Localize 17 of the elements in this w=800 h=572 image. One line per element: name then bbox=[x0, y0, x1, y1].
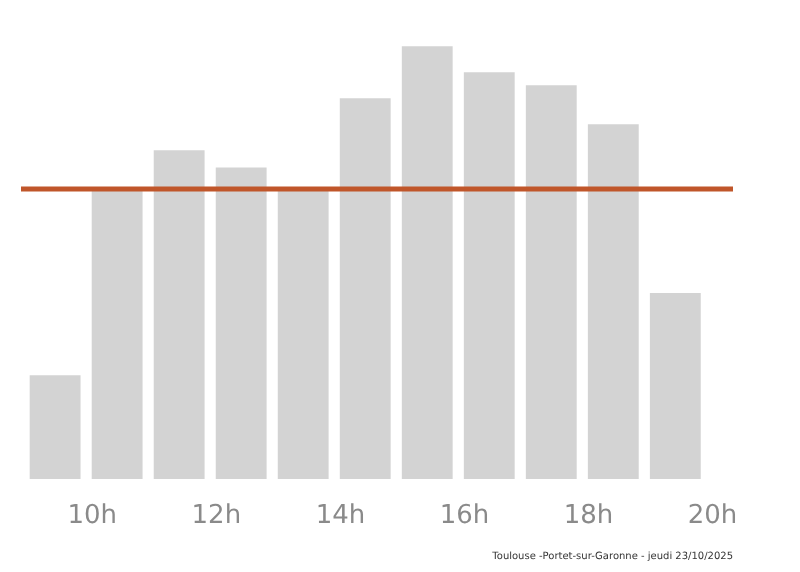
x-tick-label: 14h bbox=[315, 501, 366, 531]
bar bbox=[91, 189, 143, 479]
bar bbox=[649, 292, 701, 479]
x-tick-label: 16h bbox=[439, 501, 490, 531]
bar bbox=[215, 167, 267, 479]
bar bbox=[339, 98, 391, 479]
x-tick-label: 10h bbox=[67, 501, 118, 531]
bar bbox=[401, 46, 453, 479]
bar bbox=[153, 150, 205, 479]
x-tick-label: 12h bbox=[191, 501, 242, 531]
bar bbox=[277, 189, 329, 479]
x-tick-label: 20h bbox=[687, 501, 738, 531]
bar bbox=[463, 72, 515, 479]
bar bbox=[587, 124, 639, 479]
bar bbox=[525, 85, 577, 479]
bar bbox=[29, 375, 81, 479]
x-tick-label: 18h bbox=[563, 501, 614, 531]
